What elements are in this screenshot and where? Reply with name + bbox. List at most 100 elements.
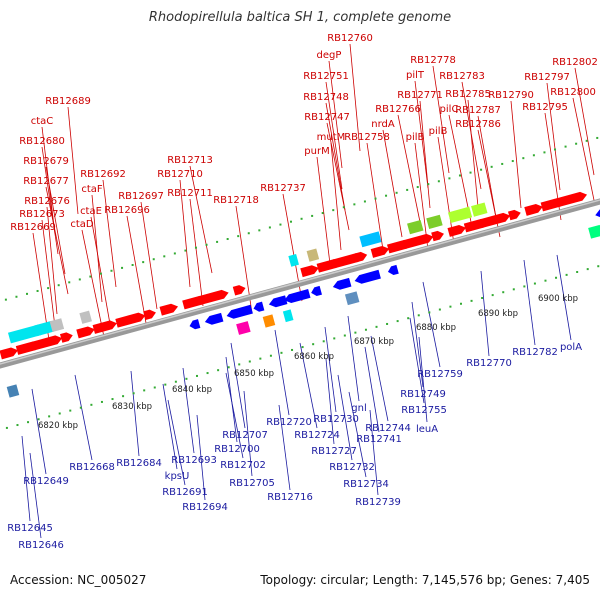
top-label-leader	[572, 97, 596, 206]
bottom-gene-label: RB12694	[182, 502, 228, 513]
bottom-label-leader	[196, 414, 206, 501]
bottom-label-leader	[182, 367, 195, 454]
gene-shape	[7, 324, 42, 344]
tick-dot-top	[268, 226, 271, 229]
tick-dot-bottom	[449, 305, 452, 308]
gene-shape	[332, 277, 352, 290]
bottom-gene-label: RB12720	[266, 417, 312, 428]
gene-shape	[426, 214, 443, 230]
accession-text: Accession: NC_005027	[10, 573, 147, 587]
top-gene-label: degP	[317, 50, 342, 61]
top-gene-label: RB12696	[104, 205, 150, 216]
top-label-leader	[448, 114, 472, 223]
top-gene-label: RB12786	[455, 119, 501, 130]
tick-dot-top	[36, 289, 39, 292]
top-gene-label: RB12669	[10, 222, 56, 233]
feature-box	[262, 314, 276, 328]
gene-shape	[76, 326, 95, 339]
feature-box	[359, 231, 382, 248]
feature-box	[33, 320, 55, 337]
tick-dot-bottom	[122, 395, 125, 398]
tick-dot-bottom	[174, 380, 177, 383]
feature-box	[79, 310, 92, 324]
tick-dot-bottom	[364, 328, 367, 331]
top-gene-label: RB12800	[550, 87, 596, 98]
top-gene-label: RB12718	[213, 195, 259, 206]
bottom-gene-label: RB12732	[329, 462, 375, 473]
kbp-tick-label: 6840 kbp	[172, 385, 212, 395]
tick-dot-bottom	[533, 282, 536, 285]
tick-dot-bottom	[291, 348, 294, 351]
tick-dot-bottom	[565, 273, 568, 276]
gene-shape	[588, 224, 600, 239]
kbp-tick-label: 6890 kbp	[478, 309, 518, 319]
bottom-label-leader	[348, 391, 367, 478]
tick-dot-top	[57, 284, 60, 287]
tick-dot-top	[4, 298, 7, 301]
top-gene-label: RB12680	[19, 136, 65, 147]
top-gene-label: RB12778	[410, 55, 456, 66]
top-label-leader	[41, 219, 56, 328]
gene-shape	[311, 285, 322, 297]
gene-shape	[0, 347, 19, 360]
top-label-leader	[397, 114, 421, 223]
tick-dot-bottom	[438, 308, 441, 311]
top-gene-label: RB12679	[23, 156, 69, 167]
bottom-label-leader	[369, 409, 379, 496]
forward-gene	[507, 209, 521, 221]
tick-dot-top	[184, 249, 187, 252]
gene-shape	[32, 335, 63, 351]
reverse-gene	[204, 312, 224, 325]
gene-shape	[268, 295, 288, 308]
top-gene-label: RB12673	[19, 209, 65, 220]
tick-dot-top	[237, 235, 240, 238]
tick-dot-top	[68, 281, 71, 284]
tick-dot-top	[142, 261, 145, 264]
bottom-label-leader	[74, 374, 93, 461]
reverse-gene	[595, 206, 600, 218]
bottom-gene-label: RB12702	[220, 460, 266, 471]
top-label-leader	[419, 100, 431, 209]
tick-dot-bottom	[491, 294, 494, 297]
kbp-tick-label: 6850 kbp	[234, 369, 274, 379]
top-label-leader	[67, 106, 79, 215]
bottom-gene-label: RB12668	[69, 462, 115, 473]
forward-gene	[556, 191, 588, 207]
forward-gene	[92, 320, 117, 334]
top-gene-label: RB12689	[45, 96, 91, 107]
bottom-gene-label: RB12727	[311, 446, 357, 457]
kbp-tick-label: 6830 kbp	[112, 402, 152, 412]
gene-shape	[115, 312, 146, 328]
tick-dot-bottom	[544, 279, 547, 282]
tick-dot-bottom	[470, 299, 473, 302]
tick-dot-bottom	[185, 377, 188, 380]
top-label-leader	[32, 232, 50, 341]
tick-dot-top	[458, 174, 461, 177]
tick-dot-bottom	[206, 372, 209, 375]
forward-gene	[524, 203, 543, 216]
gene-shape	[33, 320, 55, 337]
tick-dot-top	[279, 223, 282, 226]
tick-dot-bottom	[100, 400, 103, 403]
gene-shape	[507, 209, 521, 221]
forward-gene	[59, 332, 73, 343]
reverse-gene	[226, 304, 253, 319]
reverse-gene	[332, 277, 352, 290]
top-gene-label: RB12748	[303, 92, 349, 103]
tick-dot-top	[131, 263, 134, 266]
feature-box	[448, 206, 473, 224]
tick-dot-bottom	[111, 398, 114, 401]
forward-gene	[0, 347, 19, 360]
tick-dot-bottom	[333, 337, 336, 340]
forward-gene	[76, 326, 95, 339]
tick-dot-top	[342, 206, 345, 209]
gene-shape	[524, 203, 543, 216]
gene-shape	[159, 303, 179, 316]
feature-box	[306, 248, 320, 262]
gene-shape	[407, 219, 424, 235]
tick-dot-bottom	[375, 325, 378, 328]
gene-features	[0, 191, 600, 398]
reverse-gene	[189, 319, 201, 330]
gene-shape	[92, 320, 117, 334]
